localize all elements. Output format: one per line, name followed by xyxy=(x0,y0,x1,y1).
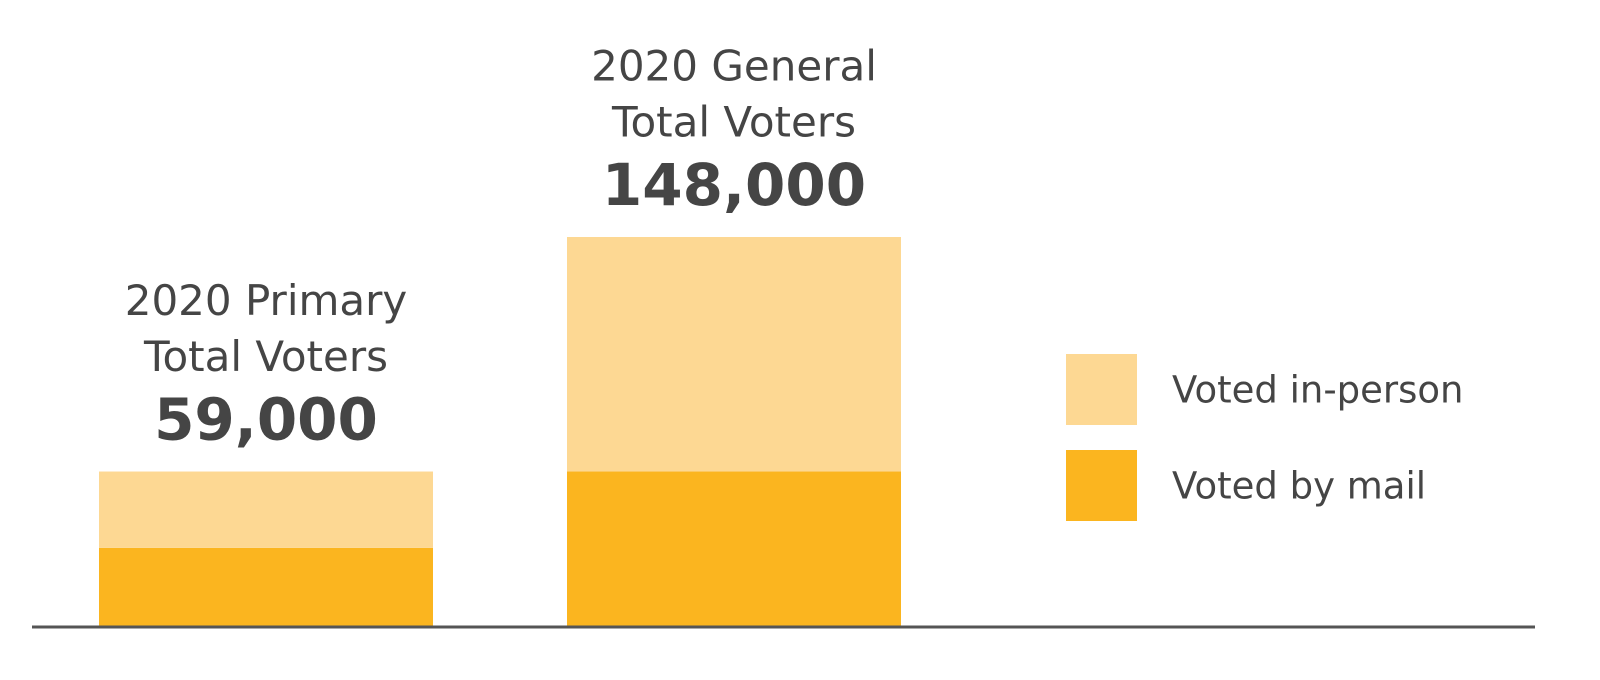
category-label: 2020 General xyxy=(591,42,877,91)
category-label: 2020 Primary xyxy=(125,276,408,325)
legend-swatch xyxy=(1066,450,1137,521)
bar-segment xyxy=(567,237,901,472)
total-label: 148,000 xyxy=(602,151,866,219)
bar-segment xyxy=(567,471,901,627)
total-label: 59,000 xyxy=(154,386,378,454)
legend-swatch xyxy=(1066,354,1137,425)
legend-label: Voted in-person xyxy=(1172,369,1464,412)
category-label: Total Voters xyxy=(611,98,856,147)
bar-segment xyxy=(99,547,433,627)
bar-segment xyxy=(99,471,433,548)
category-label: Total Voters xyxy=(143,332,388,381)
legend-label: Voted by mail xyxy=(1172,465,1426,508)
